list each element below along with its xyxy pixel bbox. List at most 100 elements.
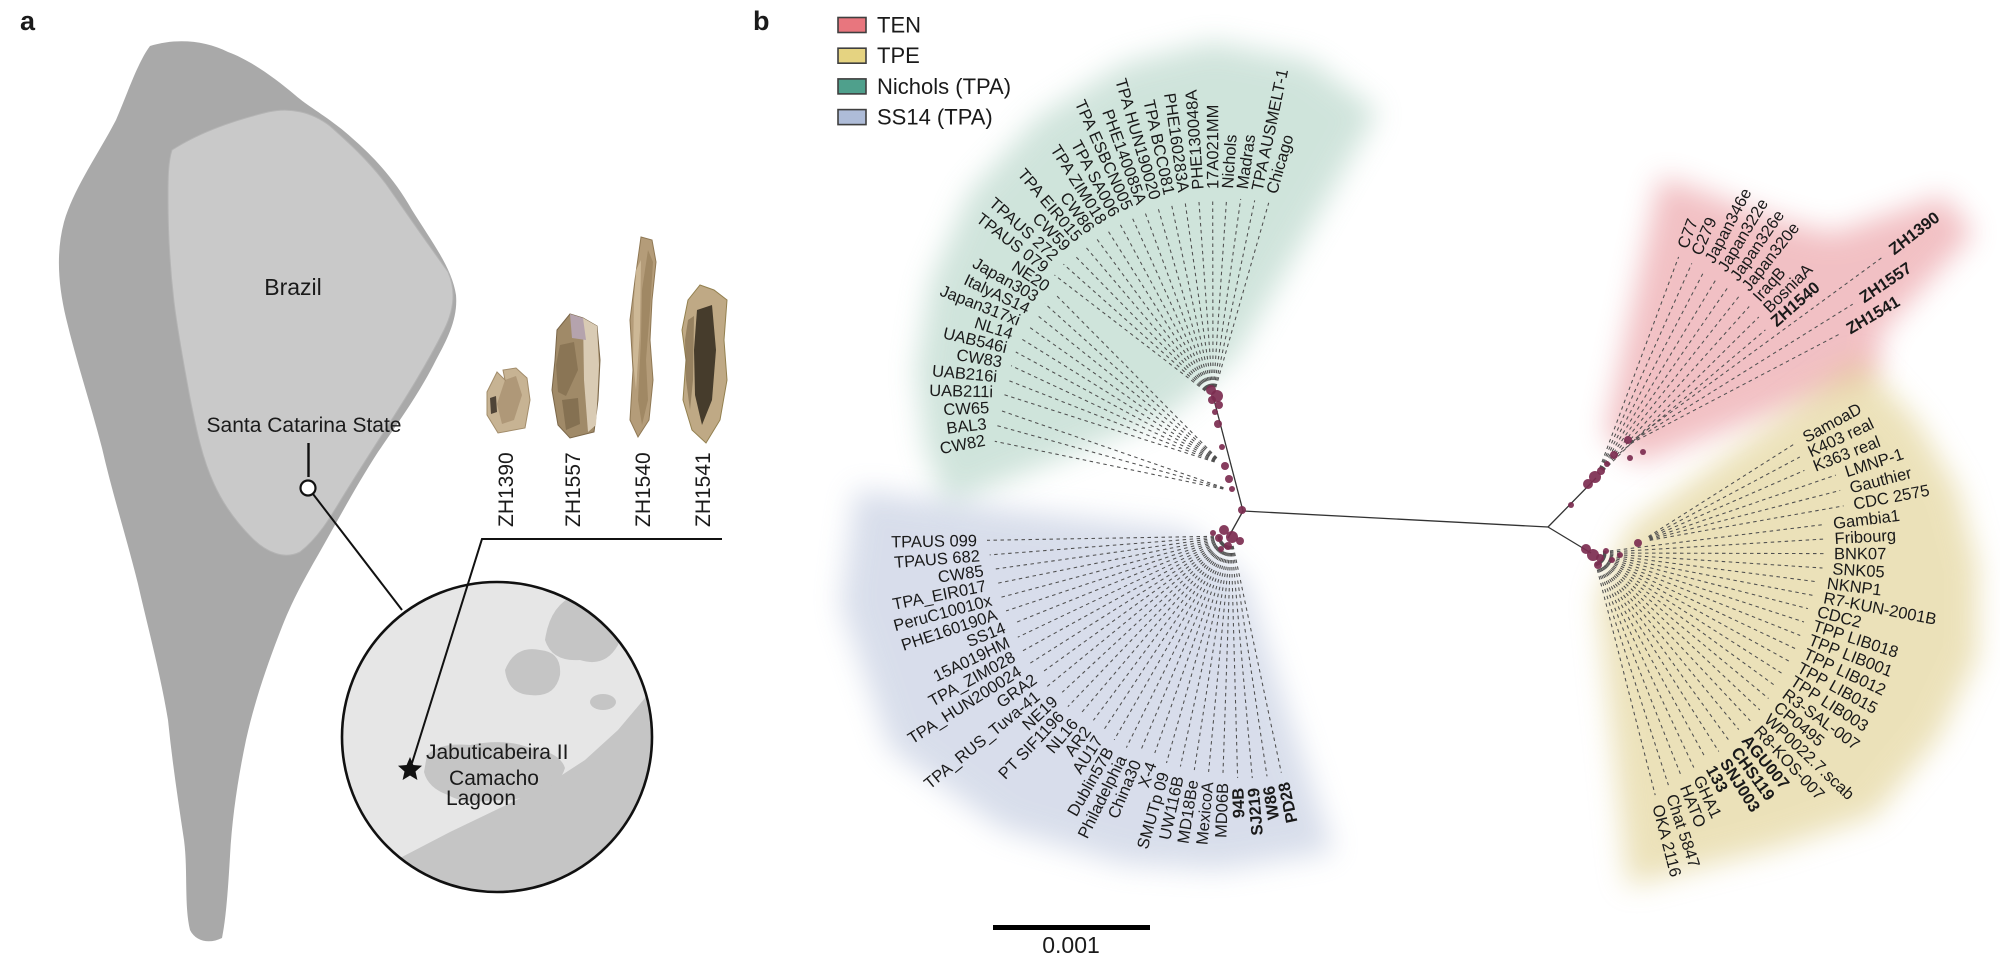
internal-node-dot: [1583, 479, 1593, 489]
branch-line: [1600, 278, 1717, 470]
legend-swatch-ss14-tpa-: [837, 108, 867, 126]
legend-label: TPE: [877, 43, 920, 68]
branch-line: [996, 424, 1224, 489]
branch-line: [1157, 208, 1211, 388]
branch-line: [1022, 540, 1223, 652]
internal-node-dot: [1589, 471, 1601, 483]
branch-line: [1179, 545, 1230, 767]
branch-line: [1596, 561, 1695, 768]
branch-line: [1125, 544, 1228, 748]
branch-line: [1596, 562, 1682, 777]
internal-node-dot: [1610, 451, 1618, 459]
branch-line: [1597, 561, 1720, 752]
bone-photo-zh1390: [486, 367, 531, 434]
inset-outline: [340, 580, 654, 894]
site-location-marker: [299, 479, 317, 497]
internal-node-dot: [1597, 467, 1605, 475]
sample-label-zh1541: ZH1541: [692, 452, 715, 527]
map-to-inset-connector: [312, 493, 403, 611]
branch-line: [1614, 329, 1766, 458]
internal-node-dot: [1568, 502, 1574, 508]
branch-line: [1602, 553, 1823, 569]
branch-line: [1017, 539, 1223, 638]
branch-line: [998, 409, 1224, 489]
branch-line: [1597, 561, 1707, 759]
taxon-label: W86: [1260, 785, 1283, 821]
branch-line: [1184, 201, 1213, 388]
branch-line: [1013, 539, 1222, 624]
backbone-segment: [1242, 510, 1549, 528]
sample-label-zh1557: ZH1557: [562, 452, 585, 527]
internal-node-dot: [1215, 534, 1223, 542]
internal-node-dot: [1627, 455, 1633, 461]
branch-line: [1599, 559, 1751, 722]
branch-line: [1198, 199, 1213, 388]
bone-photo-zh1540: [629, 236, 657, 439]
panel-b: b CW82BAL3CW65UAB211iUAB216iCW83UAB546iN…: [753, 6, 1978, 958]
samples-to-site-bracket: [411, 538, 722, 764]
backbone-segment: [1212, 395, 1244, 512]
sample-label-zh1390: ZH1390: [495, 452, 518, 527]
branch-line: [1074, 255, 1207, 391]
internal-node-dot: [1634, 539, 1642, 547]
branch-line: [1015, 351, 1216, 461]
branch-line: [1629, 256, 1884, 443]
state-label: Santa Catarina State: [207, 414, 402, 437]
branch-line: [1598, 560, 1740, 730]
taxon-label: SJ219: [1245, 787, 1267, 836]
branch-line: [1208, 545, 1231, 772]
scale-bar: 0.001: [993, 925, 1150, 958]
branch-line: [1648, 456, 1801, 538]
branch-line: [1602, 554, 1809, 610]
branch-line: [1600, 558, 1769, 699]
branch-line: [1061, 542, 1225, 693]
branch-line: [1096, 238, 1208, 390]
branch-line: [1193, 545, 1231, 771]
taxon-label: 17A021MM: [1204, 105, 1222, 189]
taxon-label: MD06B: [1212, 783, 1232, 839]
legend: TEN TPE Nichols (TPA) SS14 (TPA): [837, 13, 1011, 130]
taxon-label: CW65: [943, 399, 990, 419]
branch-line: [1222, 545, 1232, 773]
branch-line: [1067, 542, 1225, 707]
internal-node-dot: [1603, 548, 1609, 554]
taxon-label: Fribourg: [1834, 526, 1896, 548]
branch-line: [1599, 559, 1761, 711]
branch-line: [1602, 524, 1824, 553]
internal-node-dot: [1229, 486, 1235, 492]
branch-line: [1154, 545, 1229, 754]
branch-line: [1602, 538, 1825, 553]
lagoon-label-line2: Lagoon: [446, 787, 516, 810]
site-label: Jabuticabeira II: [426, 741, 568, 764]
legend-swatch-tpe: [837, 47, 867, 65]
branch-line: [1601, 557, 1784, 675]
lagoon-label-line1: Camacho: [449, 767, 539, 790]
taxon-label: SNK05: [1832, 560, 1885, 581]
branch-line: [1602, 316, 1760, 472]
branch-line: [1113, 544, 1227, 741]
internal-node-dot: [1221, 462, 1229, 470]
camacho-lagoon-shape: [424, 742, 565, 802]
branch-line: [1649, 489, 1841, 541]
branch-line: [1000, 538, 1222, 598]
bone-photos: [486, 236, 728, 444]
branch-line: [1649, 474, 1836, 540]
branch-line: [1170, 204, 1212, 388]
internal-node-dot: [1224, 542, 1232, 550]
branch-line: [1600, 270, 1705, 470]
internal-node-dot: [1604, 461, 1610, 467]
bone-photo-zh1557: [551, 313, 601, 439]
branch-line: [1042, 541, 1224, 673]
branch-line: [1648, 442, 1796, 538]
internal-node-dot: [1624, 436, 1632, 444]
taxon-label: BAL3: [945, 415, 987, 438]
taxon-label: Nichols: [1219, 134, 1241, 189]
internal-node-dot: [1219, 525, 1229, 535]
branch-line: [1005, 538, 1222, 612]
branch-line: [1006, 379, 1215, 462]
branch-line: [1602, 556, 1801, 636]
branch-line: [1092, 543, 1226, 721]
internal-node-dot: [1617, 552, 1623, 558]
